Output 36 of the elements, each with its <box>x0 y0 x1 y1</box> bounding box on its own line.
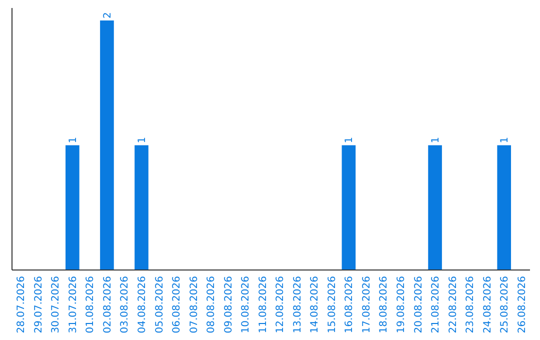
data-label: 1 <box>137 136 148 144</box>
x-tick-label: 11.08.2026 <box>258 276 269 334</box>
x-tick-label: 15.08.2026 <box>326 276 338 334</box>
x-tick-label: 03.08.2026 <box>120 276 131 334</box>
x-tick-label: 01.08.2026 <box>85 276 96 334</box>
data-label: 1 <box>344 136 356 144</box>
x-tick-label: 21.08.2026 <box>430 276 442 334</box>
x-tick-label: 06.08.2026 <box>172 276 183 334</box>
x-tick-label: 05.08.2026 <box>154 276 166 334</box>
x-tick-label: 31.07.2026 <box>68 276 79 334</box>
x-tick-label: 08.08.2026 <box>206 276 218 334</box>
x-tick-label: 02.08.2026 <box>102 276 114 334</box>
data-label: 1 <box>430 136 442 144</box>
data-label: 1 <box>500 136 511 144</box>
x-tick-label: 26.08.2026 <box>516 276 528 334</box>
x-tick-label: 19.08.2026 <box>396 276 407 334</box>
x-tick-label: 13.08.2026 <box>292 276 304 334</box>
x-tick-label: 09.08.2026 <box>223 276 234 334</box>
x-tick-label: 30.07.2026 <box>50 276 62 334</box>
x-tick-label: 22.08.2026 <box>448 276 459 334</box>
x-tick-label: 29.07.2026 <box>33 276 44 334</box>
x-tick-label: 10.08.2026 <box>240 276 252 334</box>
x-tick-label: 23.08.2026 <box>465 276 476 334</box>
x-tick-label: 04.08.2026 <box>137 276 148 334</box>
x-tick-label: 07.08.2026 <box>188 276 200 334</box>
x-tick-label: 18.08.2026 <box>378 276 390 334</box>
x-tick-label: 28.07.2026 <box>16 276 28 334</box>
x-tick-label: 12.08.2026 <box>275 276 286 334</box>
data-label: 2 <box>102 12 114 18</box>
x-tick-label: 16.08.2026 <box>344 276 356 334</box>
data-label: 1 <box>68 136 79 144</box>
x-tick-label: 24.08.2026 <box>482 276 494 334</box>
x-tick-label: 25.08.2026 <box>500 276 511 334</box>
x-tick-label: 20.08.2026 <box>413 276 424 334</box>
x-tick-label: 14.08.2026 <box>310 276 321 334</box>
x-tick-label: 17.08.2026 <box>361 276 372 334</box>
